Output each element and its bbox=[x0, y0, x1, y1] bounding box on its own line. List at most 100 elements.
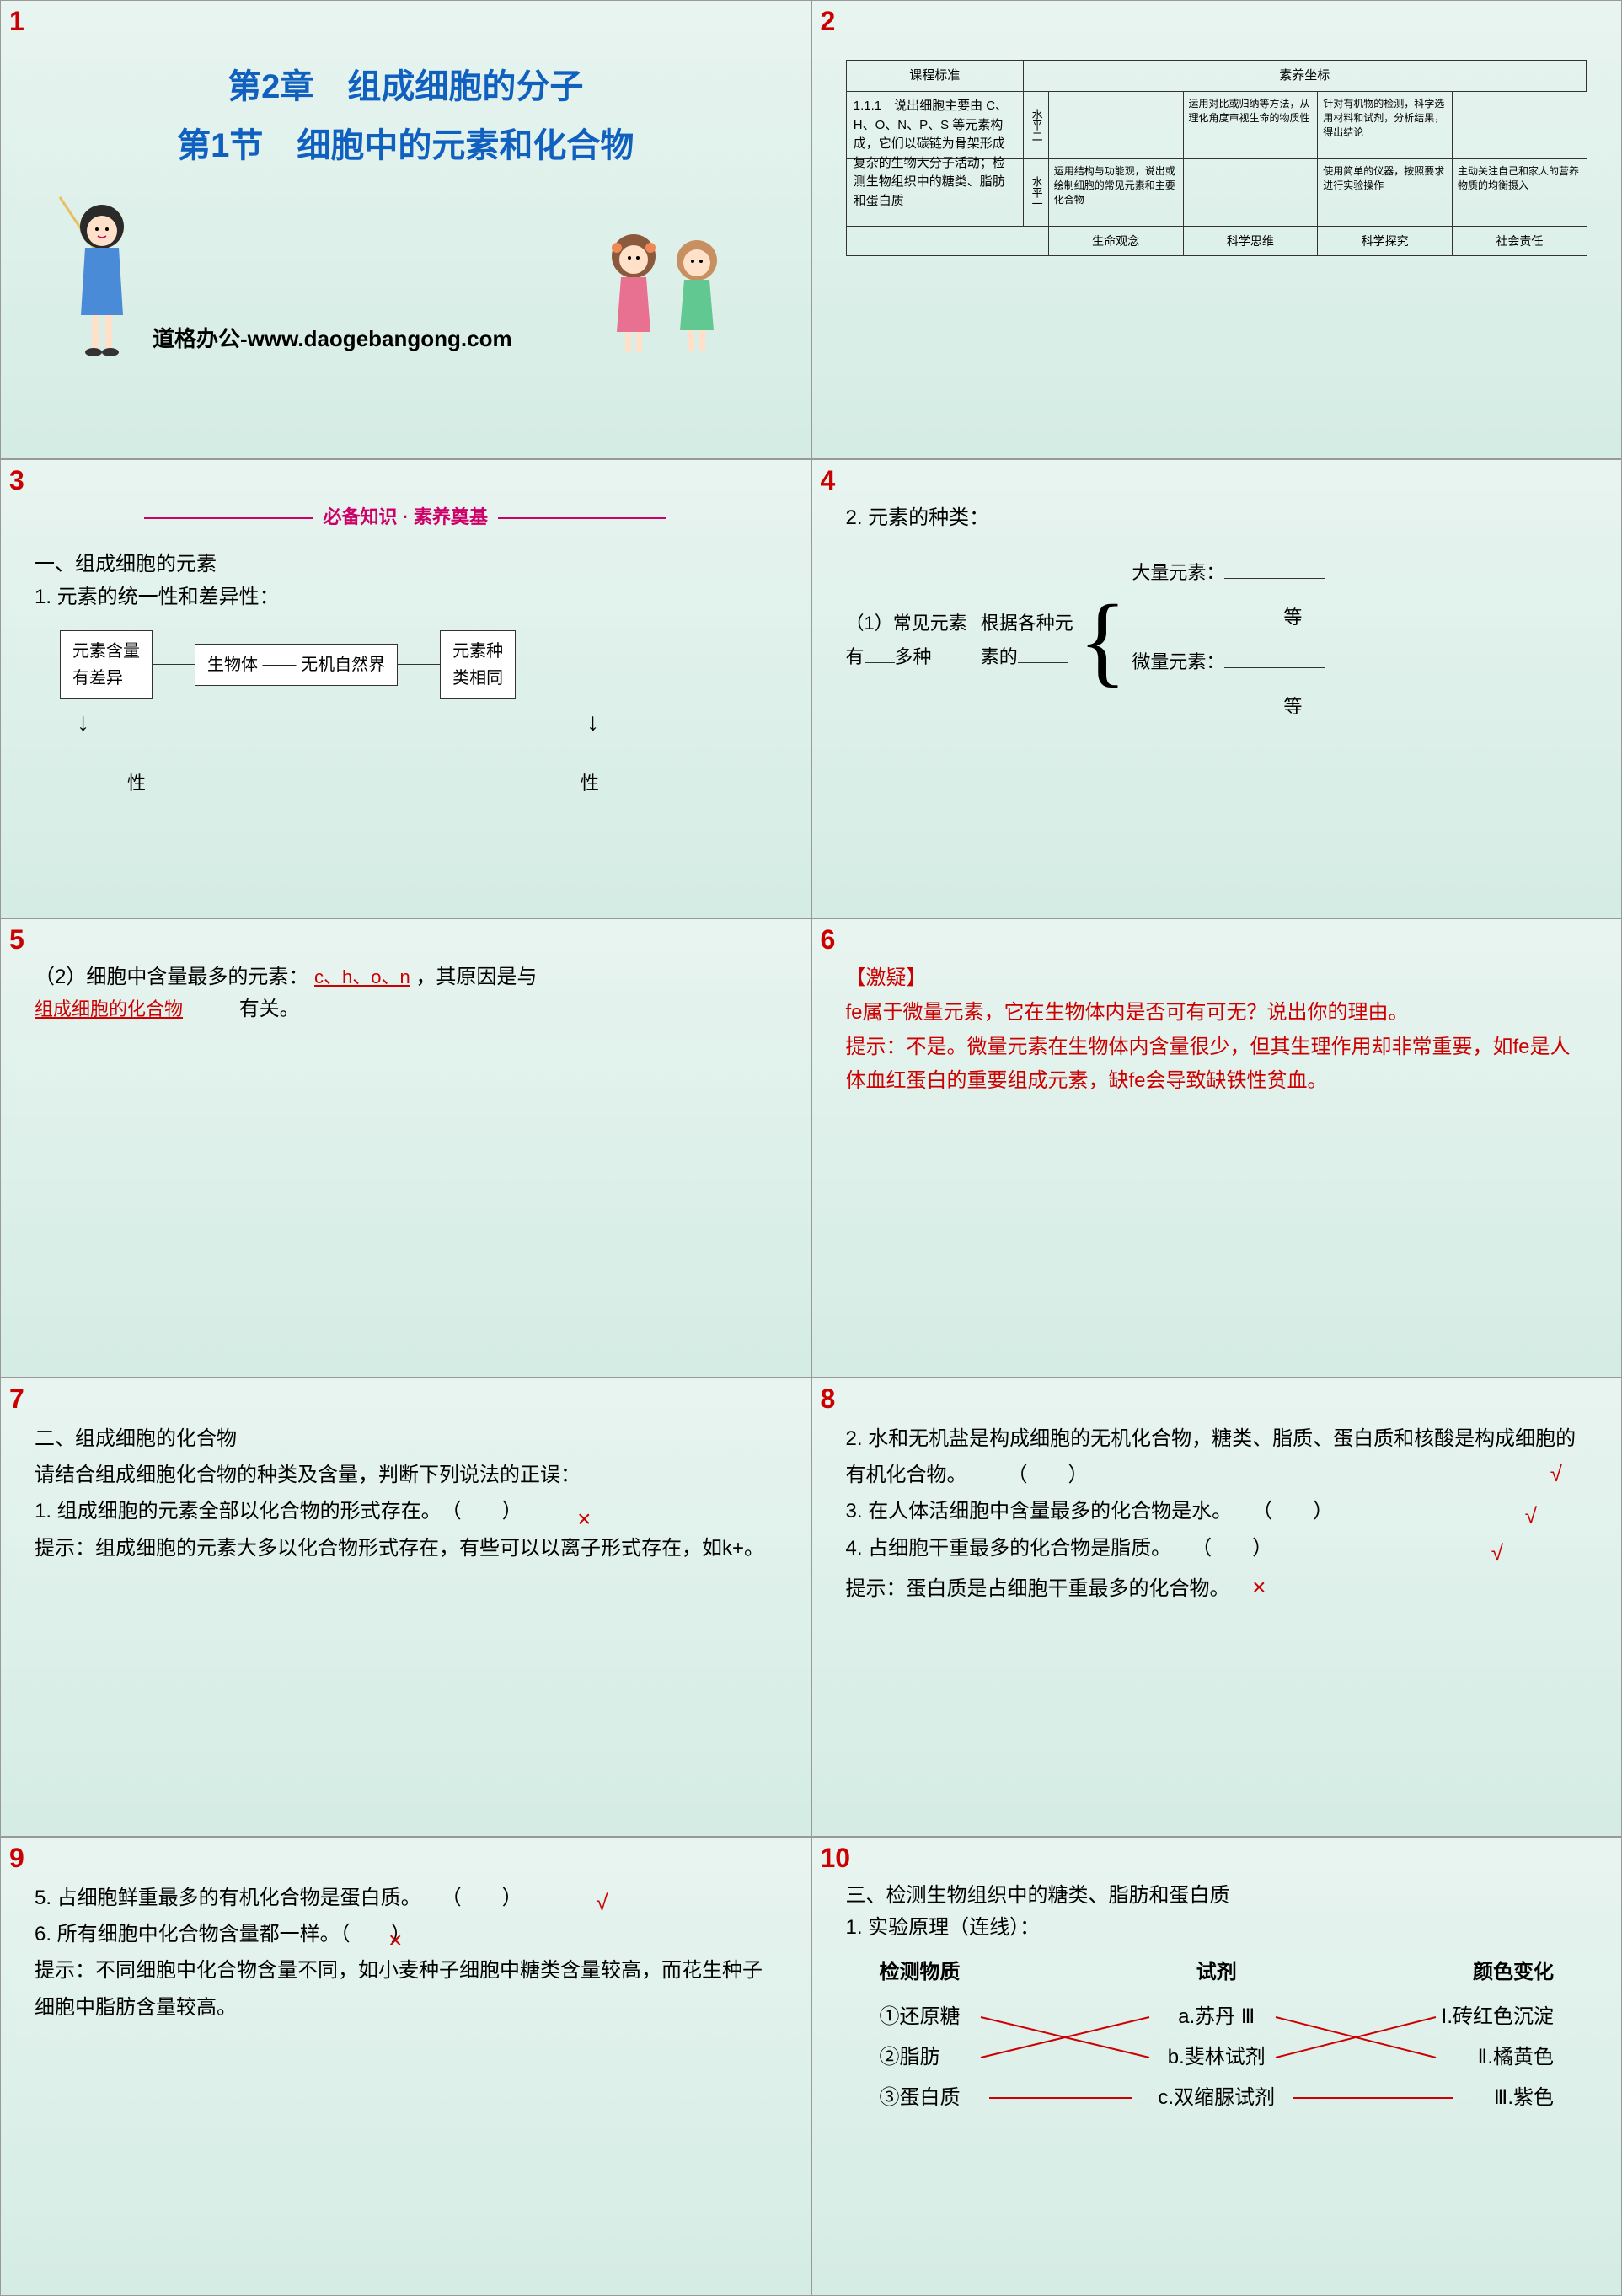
level-1-label: 水平一 bbox=[1024, 159, 1049, 226]
cell-r1c2: 针对有机物的检测，科学选用材料和试剂，分析结果，得出结论 bbox=[1318, 92, 1453, 158]
q5: 5. 占细胞鲜重最多的有机化合物是蛋白质。 （ ） √ bbox=[35, 1880, 777, 1916]
intro: 请结合组成细胞化合物的种类及含量，判断下列说法的正误： bbox=[35, 1457, 777, 1493]
r1c3: Ⅰ.砖红色沉淀 bbox=[1352, 1997, 1554, 2037]
slide-number: 8 bbox=[821, 1383, 836, 1415]
r1c1: ①还原糖 bbox=[880, 1997, 1082, 2037]
slide-9-body: 5. 占细胞鲜重最多的有机化合物是蛋白质。 （ ） √ 6. 所有细胞中化合物含… bbox=[1, 1838, 811, 2295]
arrow-down-2: ↓ bbox=[586, 703, 599, 743]
q3: 3. 在人体活细胞中含量最多的化合物是水。 （ ） √ bbox=[846, 1493, 1588, 1529]
heading-1: 一、组成细胞的元素 bbox=[35, 549, 777, 581]
box1-line2: 有差异 bbox=[72, 669, 123, 688]
kids-svg bbox=[592, 222, 743, 357]
box1-line1: 元素含量 bbox=[72, 642, 140, 661]
slide-7-body: 二、组成细胞的化合物 请结合组成细胞化合物的种类及含量，判断下列说法的正误： 1… bbox=[1, 1378, 811, 1836]
q5-text: 5. 占细胞鲜重最多的有机化合物是蛋白质。 （ ） bbox=[35, 1887, 522, 1909]
slide-number: 3 bbox=[9, 465, 24, 496]
q4-text: 4. 占细胞干重最多的化合物是脂质。 （ ） bbox=[846, 1537, 1273, 1560]
r2a: 微量元素： bbox=[1132, 651, 1224, 672]
q4: 4. 占细胞干重最多的化合物是脂质。 （ ） √ bbox=[846, 1530, 1588, 1566]
mark-4: × bbox=[1252, 1574, 1266, 1600]
slide-7: 7 二、组成细胞的化合物 请结合组成细胞化合物的种类及含量，判断下列说法的正误：… bbox=[0, 1378, 811, 1837]
match-row-3: ③蛋白质 c.双缩脲试剂 Ⅲ.紫色 bbox=[880, 2078, 1555, 2118]
section-title: 第1节 细胞中的元素和化合物 bbox=[35, 119, 777, 173]
slide-number: 6 bbox=[821, 924, 836, 955]
line1a: （2）细胞中含量最多的元素： bbox=[35, 966, 308, 988]
teacher-svg bbox=[51, 189, 153, 357]
q2: 2. 水和无机盐是构成细胞的无机化合物，糖类、脂质、蛋白质和核酸是构成细胞的有机… bbox=[846, 1421, 1588, 1493]
r1b: 等 bbox=[1283, 607, 1302, 628]
kids-illustration bbox=[592, 222, 743, 357]
r2b: 等 bbox=[1283, 696, 1302, 717]
slide-10-body: 三、检测生物组织中的糖类、脂肪和蛋白质 1. 实验原理（连线）： 检测物质 试剂… bbox=[812, 1838, 1622, 2295]
match-area: ①还原糖 a.苏丹 Ⅲ Ⅰ.砖红色沉淀 ②脂肪 b.斐林试剂 Ⅱ.橘黄色 ③蛋白… bbox=[846, 1997, 1588, 2118]
mid-line-2: 素的 bbox=[981, 646, 1018, 667]
diagram-row: 元素含量 有差异 生物体 —— 无机自然界 元素种 类相同 bbox=[60, 630, 777, 699]
r3c2: c.双缩脲试剂 bbox=[1116, 2078, 1318, 2118]
chapter-title: 第2章 组成细胞的分子 bbox=[35, 60, 777, 114]
r2c1: ②脂肪 bbox=[880, 2037, 1082, 2078]
blank-2: 性 bbox=[530, 768, 599, 798]
slide-number: 4 bbox=[821, 465, 836, 496]
connector-1 bbox=[153, 664, 195, 665]
mark-1: × bbox=[577, 1498, 591, 1540]
blanks-row: 性 性 bbox=[77, 768, 599, 798]
slide-2-body: 课程标准 素养坐标 水平二 运用对比或归纳等方法，从理化角度审视生命的物质性 针… bbox=[812, 1, 1622, 458]
table-row-2: 1.1.1 说出细胞主要由 C、H、O、N、P、S 等元素构成，它们以碳链为骨架… bbox=[847, 159, 1587, 227]
col-h1: 检测物质 bbox=[880, 1956, 961, 1988]
line2-red: 组成细胞的化合物 bbox=[35, 998, 183, 1020]
box3-line1: 元素种 bbox=[452, 642, 503, 661]
cell-r2c1: 运用结构与功能观，说出或绘制细胞的常见元素和主要化合物 bbox=[1049, 159, 1184, 226]
slide-3-body: 必备知识 · 素养奠基 一、组成细胞的元素 1. 元素的统一性和差异性： 元素含… bbox=[1, 460, 811, 918]
slide-grid: 1 第2章 组成细胞的分子 第1节 细胞中的元素和化合物 bbox=[0, 0, 1622, 2296]
slide-5-body: （2）细胞中含量最多的元素： c、h、o、n ，其原因是与 组成细胞的化合物 有… bbox=[1, 919, 811, 1377]
col-h2: 试剂 bbox=[1196, 1956, 1237, 1988]
slide-1: 1 第2章 组成细胞的分子 第1节 细胞中的元素和化合物 bbox=[0, 0, 811, 459]
suffix-2: 性 bbox=[581, 773, 599, 794]
q6: 6. 所有细胞中化合物含量都一样。（ ） × bbox=[35, 1916, 777, 1952]
slide-6: 6 【激疑】 fe属于微量元素，它在生物体内是否可有可无？说出你的理由。 提示：… bbox=[811, 918, 1622, 1378]
a4: 提示：蛋白质是占细胞干重最多的化合物。 × bbox=[846, 1566, 1588, 1608]
slide-1-body: 第2章 组成细胞的分子 第1节 细胞中的元素和化合物 bbox=[1, 1, 811, 458]
slide-number: 7 bbox=[9, 1383, 24, 1415]
r1a: 大量元素： bbox=[1132, 562, 1224, 583]
box-2: 生物体 —— 无机自然界 bbox=[195, 644, 398, 686]
cell-r2c3: 主动关注自己和家人的营养物质的均衡摄入 bbox=[1453, 159, 1587, 226]
match-row-2: ②脂肪 b.斐林试剂 Ⅱ.橘黄色 bbox=[880, 2037, 1555, 2078]
slide-10: 10 三、检测生物组织中的糖类、脂肪和蛋白质 1. 实验原理（连线）： 检测物质… bbox=[811, 1837, 1622, 2296]
r2c2: b.斐林试剂 bbox=[1116, 2037, 1318, 2078]
q1: 1. 组成细胞的元素全部以化合物的形式存在。 （ ） bbox=[35, 1493, 777, 1529]
left-text: 1.1.1 说出细胞主要由 C、H、O、N、P、S 等元素构成，它们以碳链为骨架… bbox=[847, 92, 1024, 227]
left-line-1: （1）常见元素 bbox=[846, 613, 967, 634]
slide-number: 2 bbox=[821, 6, 836, 37]
slide-3: 3 必备知识 · 素养奠基 一、组成细胞的元素 1. 元素的统一性和差异性： 元… bbox=[0, 459, 811, 918]
table-header-row: 课程标准 素养坐标 bbox=[847, 61, 1587, 92]
brace-left: （1）常见元素 有多种 bbox=[846, 607, 967, 673]
slide-number: 5 bbox=[9, 924, 24, 955]
bot-3: 科学探究 bbox=[1318, 227, 1453, 255]
col-h3: 颜色变化 bbox=[1473, 1956, 1554, 1988]
r3c1: ③蛋白质 bbox=[880, 2078, 1082, 2118]
line-1: （2）细胞中含量最多的元素： c、h、o、n ，其原因是与 bbox=[35, 961, 777, 993]
slide-number: 9 bbox=[9, 1843, 24, 1874]
a1-text: 提示：组成细胞的元素大多以化合物形式存在，有些可以以离子形式存在，如k+。 bbox=[35, 1537, 764, 1560]
suffix-1: 性 bbox=[127, 773, 146, 794]
answer-text: 提示：不是。微量元素在生物体内含量很少，但其生理作用却非常重要，如fe是人体血红… bbox=[846, 1030, 1588, 1100]
cell-empty-2 bbox=[1453, 92, 1587, 158]
standards-table: 课程标准 素养坐标 水平二 运用对比或归纳等方法，从理化角度审视生命的物质性 针… bbox=[846, 60, 1587, 256]
heading: 2. 元素的种类： bbox=[846, 502, 1588, 534]
r3c3: Ⅲ.紫色 bbox=[1352, 2078, 1554, 2118]
bot-1: 生命观念 bbox=[1049, 227, 1184, 255]
left-line-2a: 有 bbox=[846, 646, 865, 667]
bot-2: 科学思维 bbox=[1184, 227, 1319, 255]
teacher-illustration bbox=[51, 189, 153, 357]
box-1: 元素含量 有差异 bbox=[60, 630, 153, 699]
line-2: 组成细胞的化合物 有关。 bbox=[35, 993, 777, 1025]
mark-6: × bbox=[388, 1919, 402, 1962]
arrow-down-1: ↓ bbox=[77, 703, 89, 743]
table-footer-row: 生命观念 科学思维 科学探究 社会责任 bbox=[847, 227, 1587, 255]
slide-8-body: 2. 水和无机盐是构成细胞的无机化合物，糖类、脂质、蛋白质和核酸是构成细胞的有机… bbox=[812, 1378, 1622, 1836]
q2-text: 2. 水和无机盐是构成细胞的无机化合物，糖类、脂质、蛋白质和核酸是构成细胞的有机… bbox=[846, 1427, 1576, 1486]
match-headers: 检测物质 试剂 颜色变化 bbox=[880, 1956, 1555, 1988]
slide-4: 4 2. 元素的种类： （1）常见元素 有多种 根据各种元 素的 { 大量元素：… bbox=[811, 459, 1622, 918]
q6-text: 6. 所有细胞中化合物含量都一样。（ ） bbox=[35, 1923, 411, 1945]
